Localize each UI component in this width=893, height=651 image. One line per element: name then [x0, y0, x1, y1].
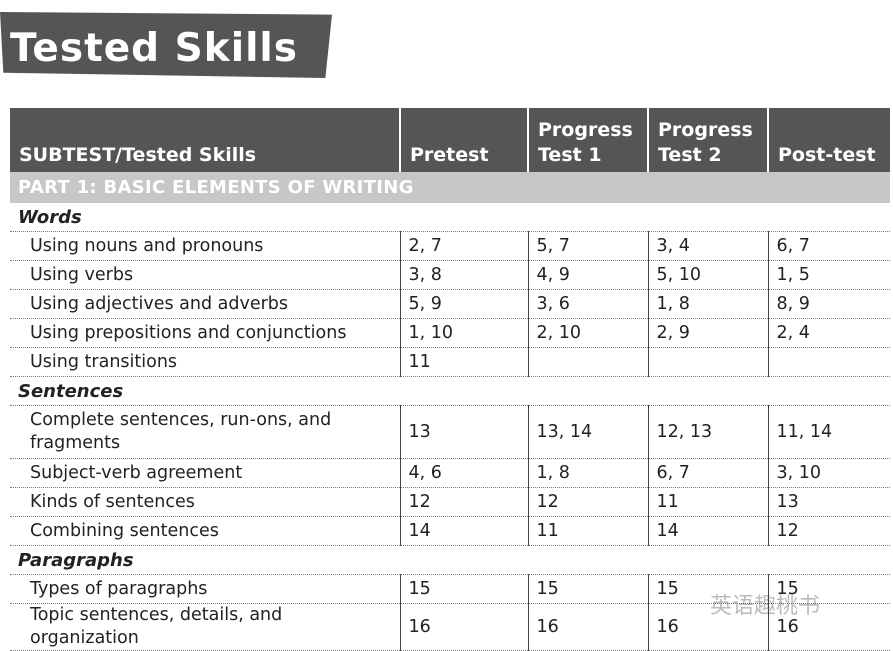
watermark-text: 英语趣桃书 [710, 594, 821, 619]
pretest-cell: 14 [399, 516, 528, 546]
skill-cell: Combining sentences [10, 516, 400, 546]
skill-cell: Using prepositions and conjunctions [10, 318, 400, 348]
progress-test-2-cell: 12, 13 [647, 405, 768, 459]
header-post-test: Post-test [767, 108, 890, 172]
header-progress-test-1: Progress Test 1 [527, 108, 648, 172]
page-title: Tested Skills [10, 26, 299, 71]
title-banner: Tested Skills [0, 12, 332, 78]
section-label: Words [10, 203, 890, 232]
tested-skills-table: SUBTEST/Tested Skills Pretest Progress T… [10, 108, 890, 651]
skill-cell: Topic sentences, details, and organizati… [10, 603, 400, 651]
table-row: Complete sentences, run-ons, and fragmen… [10, 405, 890, 459]
post-test-cell: 11, 14 [767, 405, 890, 459]
progress-test-2-cell: 1, 8 [647, 289, 768, 319]
progress-test-2-cell: 14 [647, 516, 768, 546]
header-progress-test-2: Progress Test 2 [647, 108, 768, 172]
progress-test-1-cell: 3, 6 [527, 289, 648, 319]
progress-test-1-cell [527, 347, 648, 377]
pretest-cell: 16 [399, 603, 528, 651]
skill-cell: Using verbs [10, 260, 400, 290]
progress-test-2-cell: 15 [647, 574, 768, 604]
progress-test-2-cell: 6, 7 [647, 458, 768, 488]
progress-test-2-cell: 5, 10 [647, 260, 768, 290]
progress-test-1-cell: 2, 10 [527, 318, 648, 348]
progress-test-1-cell: 12 [527, 487, 648, 517]
progress-test-1-cell: 13, 14 [527, 405, 648, 459]
progress-test-1-cell: 11 [527, 516, 648, 546]
progress-test-1-cell: 15 [527, 574, 648, 604]
header-subtest: SUBTEST/Tested Skills [10, 108, 400, 172]
section-row: Sentences [10, 376, 890, 406]
progress-test-2-cell: 3, 4 [647, 231, 768, 261]
post-test-cell: 2, 4 [767, 318, 890, 348]
table-row: Types of paragraphs 15 15 15 15 [10, 574, 890, 604]
progress-test-2-cell [647, 347, 768, 377]
post-test-cell: 8, 9 [767, 289, 890, 319]
pretest-cell: 12 [399, 487, 528, 517]
table-row: Combining sentences 14 11 14 12 [10, 516, 890, 546]
header-row: SUBTEST/Tested Skills Pretest Progress T… [10, 108, 890, 172]
part-row: PART 1: BASIC ELEMENTS OF WRITING [10, 172, 890, 203]
post-test-cell: 1, 5 [767, 260, 890, 290]
progress-test-1-cell: 1, 8 [527, 458, 648, 488]
skill-cell: Subject-verb agreement [10, 458, 400, 488]
skill-cell: Using adjectives and adverbs [10, 289, 400, 319]
progress-test-1-cell: 16 [527, 603, 648, 651]
progress-test-1-cell: 4, 9 [527, 260, 648, 290]
pretest-cell: 13 [399, 405, 528, 459]
section-label: Paragraphs [10, 545, 890, 575]
pretest-cell: 2, 7 [399, 231, 528, 261]
section-row: Words [10, 203, 890, 232]
section-row: Paragraphs [10, 545, 890, 575]
pretest-cell: 15 [399, 574, 528, 604]
section-label: Sentences [10, 376, 890, 406]
progress-test-1-cell: 5, 7 [527, 231, 648, 261]
table-row: Using nouns and pronouns 2, 7 5, 7 3, 4 6, 7 [10, 231, 890, 261]
table-row: Using verbs 3, 8 4, 9 5, 10 1, 5 [10, 260, 890, 290]
post-test-cell [767, 347, 890, 377]
table-row: Subject-verb agreement 4, 6 1, 8 6, 7 3, 10 [10, 458, 890, 488]
post-test-cell: 6, 7 [767, 231, 890, 261]
progress-test-2-cell: 2, 9 [647, 318, 768, 348]
table-row: Using prepositions and conjunctions 1, 10… [10, 318, 890, 348]
table-row: Kinds of sentences 12 12 11 13 [10, 487, 890, 517]
post-test-cell: 3, 10 [767, 458, 890, 488]
header-pretest: Pretest [399, 108, 528, 172]
skill-cell: Kinds of sentences [10, 487, 400, 517]
pretest-cell: 1, 10 [399, 318, 528, 348]
pretest-cell: 4, 6 [399, 458, 528, 488]
post-test-cell: 13 [767, 487, 890, 517]
post-test-cell: 15 [767, 574, 890, 604]
skill-cell: Types of paragraphs [10, 574, 400, 604]
skill-cell: Using nouns and pronouns [10, 231, 400, 261]
pretest-cell: 5, 9 [399, 289, 528, 319]
table-row: Using transitions 11 [10, 347, 890, 377]
pretest-cell: 11 [399, 347, 528, 377]
part-label: PART 1: BASIC ELEMENTS OF WRITING [10, 172, 890, 203]
skill-cell: Using transitions [10, 347, 400, 377]
pretest-cell: 3, 8 [399, 260, 528, 290]
post-test-cell: 12 [767, 516, 890, 546]
skill-cell: Complete sentences, run-ons, and fragmen… [10, 405, 400, 459]
progress-test-2-cell: 11 [647, 487, 768, 517]
table-row: Using adjectives and adverbs 5, 9 3, 6 1, 8… [10, 289, 890, 319]
